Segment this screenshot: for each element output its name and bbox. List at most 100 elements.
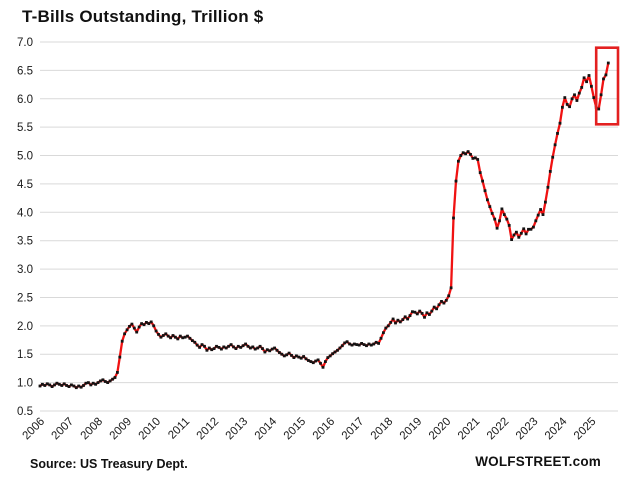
data-point-marker: [471, 157, 475, 160]
x-tick-label: 2011: [166, 416, 192, 442]
data-point-marker: [398, 320, 402, 324]
data-point-marker: [217, 346, 221, 349]
data-point-marker: [582, 76, 586, 80]
data-point-marker: [517, 235, 521, 239]
data-point-marker: [183, 335, 187, 339]
data-point-marker: [449, 286, 453, 290]
data-point-marker: [519, 231, 523, 235]
data-point-marker: [120, 339, 124, 343]
data-point-marker: [384, 326, 388, 330]
data-point-marker: [534, 219, 538, 223]
data-point-marker: [331, 352, 334, 356]
data-point-marker: [348, 342, 351, 346]
data-point-marker: [207, 346, 211, 350]
data-point-marker: [246, 344, 250, 348]
data-point-marker: [145, 321, 148, 324]
y-tick-label: 3.0: [17, 264, 33, 276]
data-point-marker: [137, 325, 141, 329]
y-tick-label: 3.5: [17, 236, 33, 248]
data-point-marker: [232, 345, 235, 349]
chart-title: T-Bills Outstanding, Trillion $: [22, 7, 264, 26]
data-point-marker: [362, 343, 366, 346]
data-point-marker: [65, 384, 68, 387]
data-point-marker: [365, 344, 368, 348]
data-point-marker: [224, 346, 228, 350]
data-point-marker: [191, 339, 194, 342]
data-point-marker: [324, 360, 327, 363]
data-point-marker: [253, 347, 257, 351]
data-point-marker: [181, 336, 185, 340]
data-point-marker: [128, 325, 131, 328]
data-point-marker: [149, 320, 153, 324]
data-point-marker: [561, 105, 564, 109]
data-point-marker: [280, 352, 284, 356]
data-point-marker: [493, 217, 497, 221]
data-point-marker: [195, 343, 199, 347]
x-tick-label: 2023: [514, 416, 541, 443]
data-point-marker: [171, 334, 175, 337]
data-point-marker: [355, 343, 359, 346]
data-point-marker: [382, 331, 385, 335]
data-point-marker: [411, 310, 414, 314]
y-tick-label: 1.5: [17, 349, 33, 361]
data-point-marker: [159, 335, 163, 339]
data-point-marker: [79, 385, 83, 389]
x-tick-label: 2022: [485, 416, 512, 443]
data-point-marker: [74, 386, 78, 390]
data-point-marker: [278, 351, 281, 354]
data-point-marker: [425, 311, 429, 315]
data-point-marker: [178, 334, 182, 338]
data-point-marker: [285, 353, 289, 357]
data-point-marker: [77, 384, 81, 388]
data-point-marker: [372, 342, 376, 346]
data-point-marker: [498, 219, 501, 223]
data-point-marker: [268, 349, 272, 353]
data-point-marker: [502, 213, 506, 216]
data-point-marker: [265, 348, 269, 352]
data-point-marker: [82, 384, 85, 387]
y-tick-label: 4.5: [17, 179, 33, 191]
y-tick-label: 6.0: [17, 94, 33, 106]
data-point-marker: [563, 96, 567, 99]
tbills-series-line: [38, 61, 610, 389]
x-tick-label: 2007: [50, 416, 77, 443]
data-point-marker: [360, 342, 363, 345]
data-point-marker: [96, 381, 100, 384]
data-point-marker: [220, 347, 223, 351]
data-point-marker: [41, 382, 44, 386]
data-point-marker: [469, 153, 472, 156]
data-point-marker: [142, 323, 146, 327]
data-point-marker: [389, 321, 393, 324]
data-point-marker: [57, 382, 61, 386]
data-point-marker: [198, 346, 201, 349]
data-point-marker: [527, 227, 530, 231]
data-point-marker: [132, 326, 136, 330]
data-point-marker: [241, 344, 245, 348]
data-point-marker: [53, 383, 56, 387]
data-point-marker: [551, 155, 555, 159]
data-point-marker: [125, 328, 129, 332]
data-point-marker: [292, 356, 296, 359]
x-tick-label: 2015: [282, 416, 309, 443]
data-point-marker: [428, 313, 431, 316]
data-point-marker: [164, 332, 168, 336]
data-point-marker: [423, 315, 426, 319]
data-point-marker: [442, 301, 446, 305]
data-point-marker: [553, 143, 557, 147]
y-tick-label: 4.0: [17, 207, 33, 219]
x-tick-label: 2014: [253, 415, 280, 442]
data-point-marker: [38, 384, 42, 388]
data-point-marker: [488, 205, 492, 208]
data-point-marker: [459, 154, 463, 157]
data-point-marker: [319, 361, 322, 365]
data-point-marker: [461, 151, 465, 155]
y-tick-label: 0.5: [17, 406, 33, 418]
x-tick-label: 2016: [311, 416, 338, 443]
data-point-marker: [176, 337, 180, 341]
data-point-marker: [430, 309, 434, 313]
data-point-marker: [169, 336, 172, 340]
x-tick-label: 2019: [398, 416, 425, 443]
data-point-marker: [529, 227, 533, 231]
